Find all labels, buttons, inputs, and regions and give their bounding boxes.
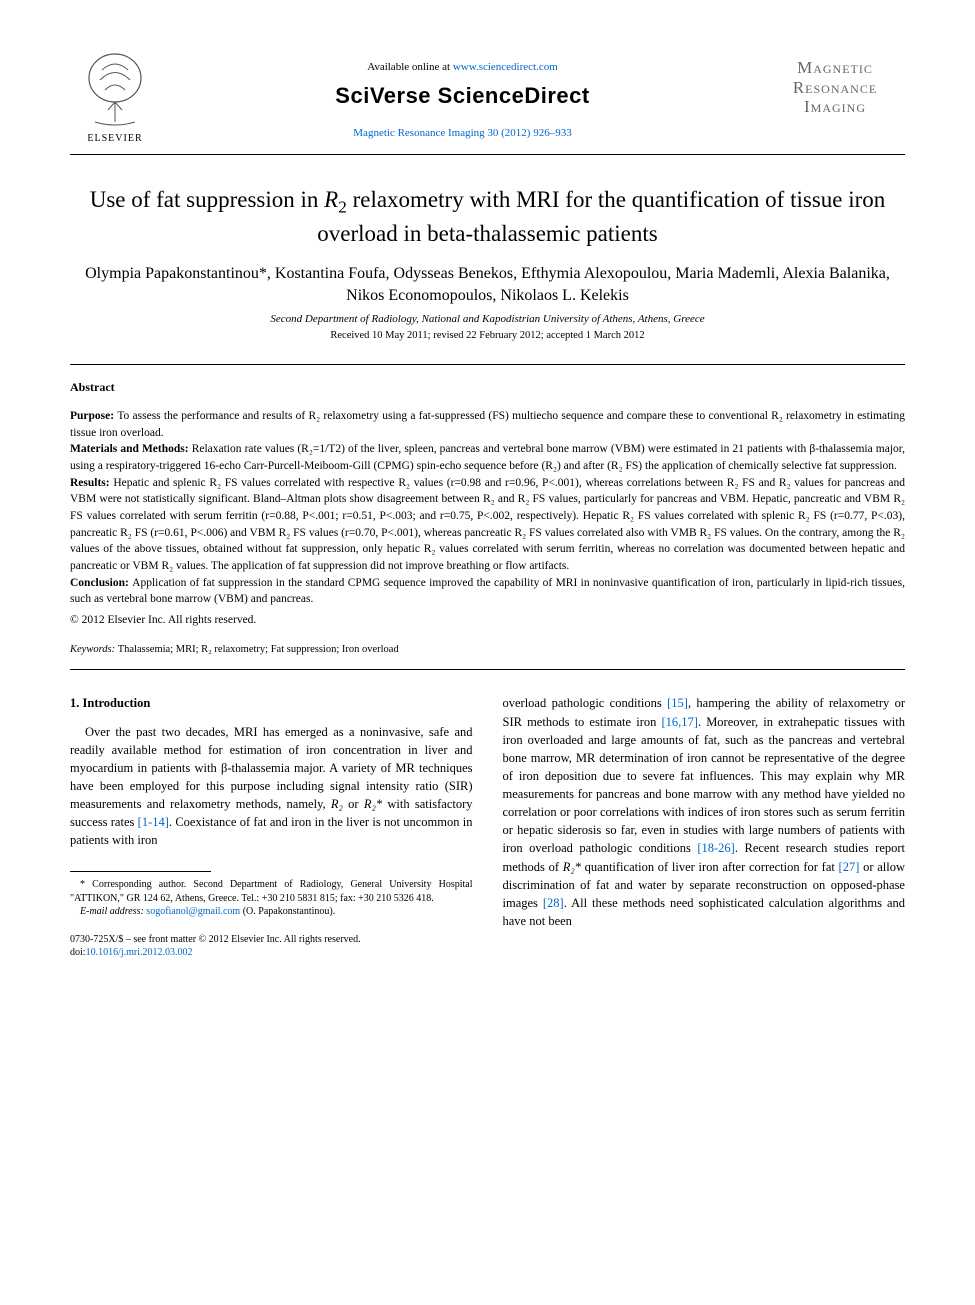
doi-label: doi:	[70, 947, 86, 958]
c1-r2star: R₂*	[364, 797, 382, 811]
abstract-copyright: © 2012 Elsevier Inc. All rights reserved…	[70, 612, 905, 629]
abstract-bottom-rule	[70, 669, 905, 670]
available-online-line: Available online at www.sciencedirect.co…	[160, 60, 765, 75]
purpose-text: To assess the performance and results of…	[70, 410, 905, 439]
cite-1-14[interactable]: [1-14]	[138, 815, 169, 829]
email-footnote: E-mail address: sogofianol@gmail.com (O.…	[70, 905, 473, 919]
cite-27[interactable]: [27]	[839, 860, 860, 874]
header-rule	[70, 154, 905, 155]
journal-name-l2: Resonance	[765, 78, 905, 98]
journal-name-l1: Magnetic	[765, 58, 905, 78]
header-row: ELSEVIER Available online at www.science…	[70, 50, 905, 146]
column-right: overload pathologic conditions [15], ham…	[503, 694, 906, 960]
cite-18-26[interactable]: [18-26]	[697, 841, 735, 855]
publisher-logo-block: ELSEVIER	[70, 50, 160, 146]
keywords-line: Keywords: Thalassemia; MRI; R₂ relaxomet…	[70, 643, 905, 658]
author-list: Olympia Papakonstantinou*, Kostantina Fo…	[70, 263, 905, 306]
c2e: quantification of liver iron after corre…	[581, 860, 839, 874]
doi-line: doi:10.1016/j.mri.2012.03.002	[70, 946, 473, 960]
abstract-results: Results: Hepatic and splenic R₂ FS value…	[70, 475, 905, 575]
abstract-conclusion: Conclusion: Application of fat suppressi…	[70, 575, 905, 608]
cite-16-17[interactable]: [16,17]	[661, 715, 697, 729]
platform-part2: ScienceDirect	[438, 83, 590, 108]
section-1-heading: 1. Introduction	[70, 694, 473, 712]
c2g: . All these methods need sophisticated c…	[503, 896, 906, 928]
c2a: overload pathologic conditions	[503, 696, 668, 710]
abstract-purpose: Purpose: To assess the performance and r…	[70, 408, 905, 441]
footnote-rule	[70, 871, 211, 872]
available-url-link[interactable]: www.sciencedirect.com	[453, 61, 558, 73]
corresponding-author-footnote: * Corresponding author. Second Departmen…	[70, 878, 473, 905]
methods-label: Materials and Methods:	[70, 443, 192, 455]
c2c: . Moreover, in extrahepatic tissues with…	[503, 715, 906, 856]
title-part-a: Use of fat suppression in	[90, 187, 324, 212]
results-label: Results:	[70, 477, 113, 489]
abstract-heading: Abstract	[70, 379, 905, 396]
journal-reference-link[interactable]: Magnetic Resonance Imaging 30 (2012) 926…	[160, 126, 765, 141]
platform-brand: SciVerse ScienceDirect	[160, 81, 765, 112]
footer-meta: 0730-725X/$ – see front matter © 2012 El…	[70, 933, 473, 960]
title-part-b: relaxometry with MRI for the quantificat…	[317, 187, 885, 246]
results-text: Hepatic and splenic R₂ FS values correla…	[70, 477, 905, 572]
doi-link[interactable]: 10.1016/j.mri.2012.03.002	[86, 947, 193, 958]
c1-r2: R₂	[331, 797, 343, 811]
column-left: 1. Introduction Over the past two decade…	[70, 694, 473, 960]
conclusion-label: Conclusion:	[70, 577, 132, 589]
purpose-label: Purpose:	[70, 410, 117, 422]
journal-name-l3: Imaging	[765, 97, 905, 117]
abstract-methods: Materials and Methods: Relaxation rate v…	[70, 441, 905, 474]
abstract-top-rule	[70, 364, 905, 365]
intro-para-1: Over the past two decades, MRI has emerg…	[70, 723, 473, 850]
email-link[interactable]: sogofianol@gmail.com	[146, 906, 240, 917]
header-center: Available online at www.sciencedirect.co…	[160, 50, 765, 142]
issn-line: 0730-725X/$ – see front matter © 2012 El…	[70, 933, 473, 947]
elsevier-tree-icon	[80, 50, 150, 130]
article-title: Use of fat suppression in R2 relaxometry…	[70, 185, 905, 249]
keywords-label: Keywords:	[70, 644, 118, 655]
email-label: E-mail address:	[80, 906, 146, 917]
publisher-name: ELSEVIER	[87, 132, 142, 146]
conclusion-text: Application of fat suppression in the st…	[70, 577, 905, 606]
cite-28[interactable]: [28]	[543, 896, 564, 910]
title-sub: 2	[338, 198, 347, 217]
email-suffix: (O. Papakonstantinou).	[240, 906, 335, 917]
available-prefix: Available online at	[367, 61, 453, 73]
journal-logo: Magnetic Resonance Imaging	[765, 50, 905, 117]
c2-r2star: R₂*	[563, 860, 581, 874]
title-r: R	[324, 187, 338, 212]
abstract-block: Abstract Purpose: To assess the performa…	[70, 379, 905, 629]
affiliation: Second Department of Radiology, National…	[70, 312, 905, 327]
keywords-text: Thalassemia; MRI; R₂ relaxometry; Fat su…	[118, 644, 399, 655]
article-dates: Received 10 May 2011; revised 22 Februar…	[70, 329, 905, 344]
body-columns: 1. Introduction Over the past two decade…	[70, 694, 905, 960]
platform-part1: SciVerse	[335, 83, 437, 108]
cite-15[interactable]: [15]	[667, 696, 688, 710]
intro-para-1-cont: overload pathologic conditions [15], ham…	[503, 694, 906, 930]
methods-text: Relaxation rate values (R₂=1/T2) of the …	[70, 443, 905, 472]
c1b: or	[343, 797, 364, 811]
